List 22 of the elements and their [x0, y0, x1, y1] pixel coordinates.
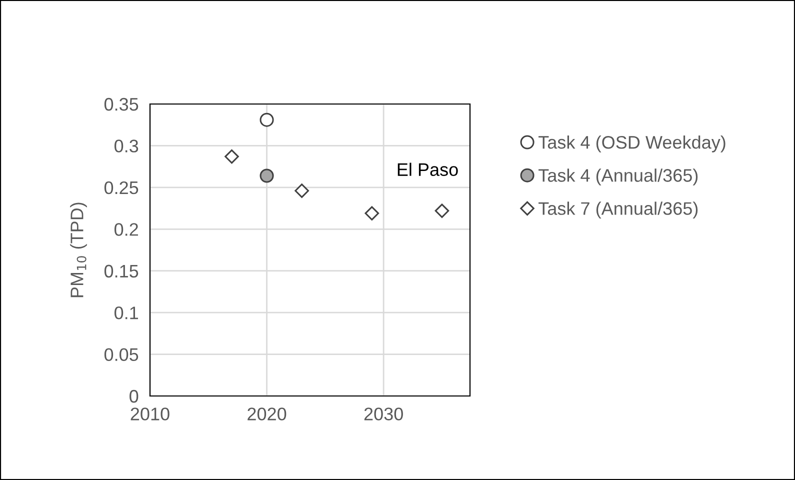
y-tick-label: 0.15	[104, 264, 138, 278]
y-tick-label: 0.2	[114, 223, 138, 236]
y-tick-label: 0.1	[114, 306, 138, 320]
y-tick-label: 0	[130, 390, 138, 403]
point	[260, 112, 274, 127]
x-tick-label: 2010	[130, 408, 170, 420]
point	[294, 184, 309, 198]
point	[224, 149, 239, 164]
legend-label: Task 4 (Annual/365)	[538, 168, 698, 186]
y-tick-label: 0.05	[104, 348, 138, 362]
x-tick-label: 2020	[248, 408, 286, 420]
y-tick-label: 0.35	[104, 98, 138, 111]
point	[434, 204, 450, 218]
legend-label: Task 4 (OSD Weekday)	[538, 136, 726, 152]
point	[364, 206, 380, 220]
annotation: El Paso	[398, 162, 458, 176]
legend-label: Task 7 (Annual/365)	[538, 202, 698, 218]
x-tick-label: 2030	[364, 408, 403, 420]
y-axis-title: PM$_{10}$ (TPD)	[70, 202, 87, 298]
y-tick-label: 0.25	[104, 181, 138, 194]
y-tick-label: 0.3	[114, 140, 138, 152]
point	[260, 168, 274, 183]
